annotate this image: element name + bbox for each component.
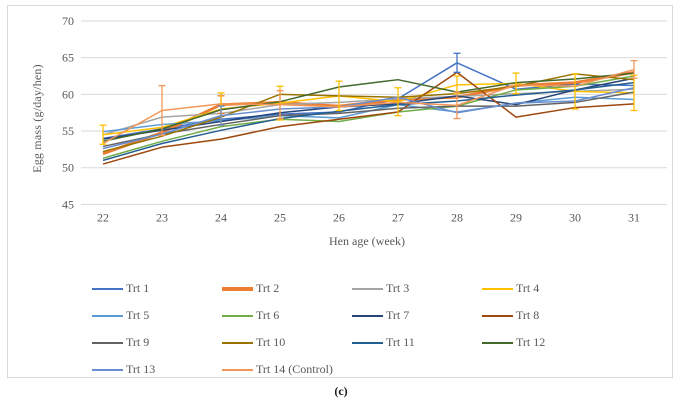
legend-item-trt-6: Trt 6 [222,308,352,323]
legend: Trt 1 Trt 2 Trt 3 Trt 4 Trt 5 Trt 6 Trt 7 Trt 8… [92,275,612,383]
legend-item-trt-14-control-: Trt 14 (Control) [222,362,352,377]
legend-label: Trt 12 [516,335,546,349]
y-tick-label: 65 [62,51,74,65]
legend-swatch [222,314,253,317]
series-line-trt-6 [102,75,635,159]
legend-swatch [352,287,383,290]
legend-swatch [352,341,383,344]
legend-label: Trt 2 [256,281,280,295]
legend-swatch [352,314,383,317]
x-tick-label: 25 [274,210,286,224]
legend-item-trt-9: Trt 9 [92,335,222,350]
series-line-trt-8 [102,71,635,165]
legend-swatch [482,314,513,317]
legend-item-trt-4: Trt 4 [482,281,612,296]
series-line-trt-11 [102,81,635,162]
chart-frame: 45 50 55 60 65 70 22 23 24 25 26 27 28 29 30 31 Egg mas… [7,5,673,378]
legend-item-trt-13: Trt 13 [92,362,222,377]
legend-label: Trt 11 [386,335,415,349]
legend-label: Trt 14 (Control) [256,362,333,376]
series-line-trt-14-control- [102,68,635,145]
legend-swatch [92,314,123,317]
series-line-trt-12 [102,72,635,143]
series-line-trt-9 [102,91,635,148]
x-tick-label: 31 [628,210,640,224]
y-tick-label: 70 [62,14,74,28]
legend-swatch [482,341,513,344]
legend-label: Trt 7 [386,308,410,322]
legend-label: Trt 10 [256,335,286,349]
legend-item-trt-12: Trt 12 [482,335,612,350]
series-line-trt-13 [102,87,635,150]
y-tick-label: 50 [62,161,74,175]
legend-label: Trt 5 [126,308,150,322]
figure-caption: (c) [334,384,348,398]
x-axis-title: Hen age (week) [329,234,405,248]
legend-swatch [92,368,123,371]
legend-item-trt-7: Trt 7 [352,308,482,323]
legend-swatch [92,287,123,290]
x-tick-label: 29 [510,210,522,224]
legend-item-trt-3: Trt 3 [352,281,482,296]
x-tick-label: 26 [333,210,345,224]
legend-swatch [92,341,123,344]
legend-item-trt-10: Trt 10 [222,335,352,350]
legend-item-trt-1: Trt 1 [92,281,222,296]
legend-label: Trt 8 [516,308,540,322]
series-line-trt-2 [102,70,635,156]
legend-item-trt-2: Trt 2 [222,281,352,296]
x-tick-label: 24 [215,210,227,224]
y-tick-label: 60 [62,87,74,101]
x-tick-label: 22 [97,210,109,224]
x-tick-label: 28 [451,210,463,224]
y-axis-title: Egg mass (g/day/hen) [30,64,44,173]
legend-swatch [482,287,513,290]
legend-item-trt-11: Trt 11 [352,335,482,350]
legend-label: Trt 1 [126,281,150,295]
x-tick-label: 27 [392,210,404,224]
legend-swatch [222,368,253,371]
line-chart: 45 50 55 60 65 70 22 23 24 25 26 27 28 29 30 31 [62,14,667,224]
y-tick-label: 45 [62,197,74,211]
legend-swatch [222,286,253,291]
legend-label: Trt 4 [516,281,540,295]
y-tick-label: 55 [62,124,74,138]
x-tick-label: 23 [156,210,168,224]
legend-label: Trt 3 [386,281,410,295]
legend-item-trt-5: Trt 5 [92,308,222,323]
legend-label: Trt 6 [256,308,280,322]
legend-label: Trt 13 [126,362,156,376]
legend-label: Trt 9 [126,335,150,349]
legend-item-trt-8: Trt 8 [482,308,612,323]
legend-swatch [222,341,253,344]
x-tick-label: 30 [569,210,581,224]
